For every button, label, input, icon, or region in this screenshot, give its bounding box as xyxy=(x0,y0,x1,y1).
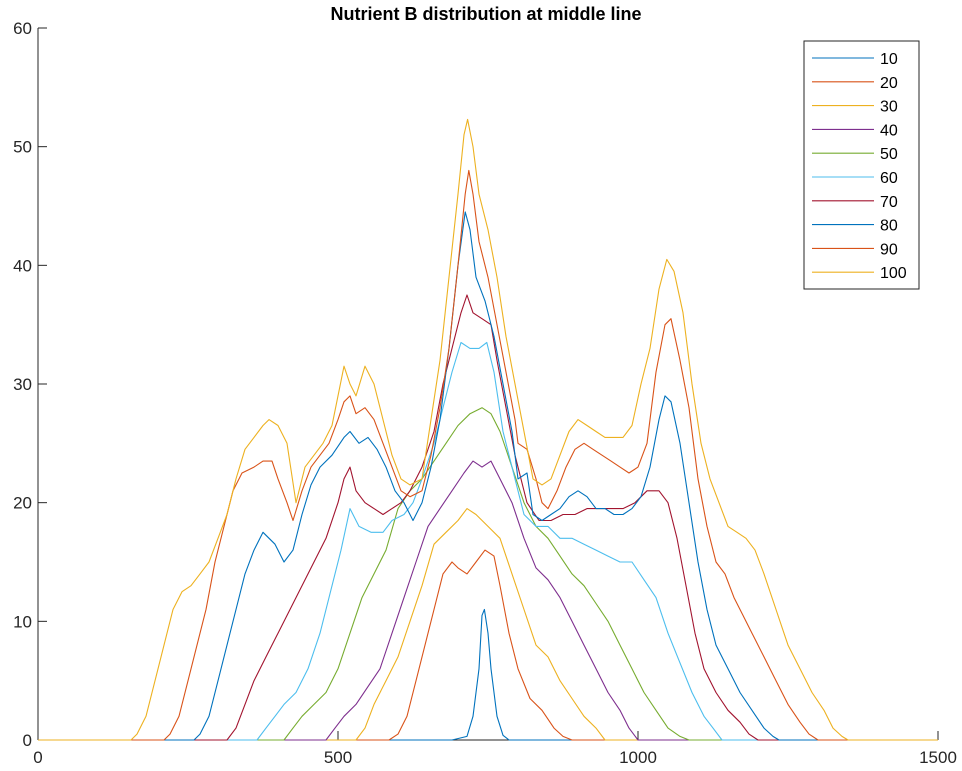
series-line-50 xyxy=(38,407,938,741)
series-line-60 xyxy=(38,341,938,741)
legend: 10 20 30 40 50 60 70 80 90 100 xyxy=(803,40,920,290)
series-line-10 xyxy=(38,608,938,741)
legend-label-40: 40 xyxy=(880,122,898,139)
legend-label-60: 60 xyxy=(880,170,898,187)
series-line-100 xyxy=(38,118,938,741)
y-tick-label: 40 xyxy=(13,256,32,275)
y-tick-label: 20 xyxy=(13,494,32,513)
y-tick-label: 50 xyxy=(13,138,32,157)
series-line-90 xyxy=(38,169,938,741)
x-tick-label: 1000 xyxy=(619,748,657,767)
legend-label-50: 50 xyxy=(880,146,898,163)
legend-label-70: 70 xyxy=(880,194,898,211)
series-line-70 xyxy=(38,294,938,741)
x-tick-label: 0 xyxy=(33,748,42,767)
x-tick-label: 500 xyxy=(324,748,352,767)
series-lines xyxy=(38,118,938,741)
plot-area xyxy=(38,28,938,740)
legend-label-80: 80 xyxy=(880,218,898,235)
x-tick-label: 1500 xyxy=(919,748,957,767)
y-tick-label: 10 xyxy=(13,612,32,631)
legend-label-90: 90 xyxy=(880,241,898,258)
y-tick-label: 60 xyxy=(13,19,32,38)
chart-title: Nutrient B distribution at middle line xyxy=(330,4,641,24)
legend-label-100: 100 xyxy=(880,265,907,282)
legend-label-10: 10 xyxy=(880,51,898,68)
y-tick-label: 0 xyxy=(23,731,32,750)
series-line-20 xyxy=(38,549,938,741)
legend-label-20: 20 xyxy=(880,75,898,92)
legend-box xyxy=(803,40,920,290)
y-tick-label: 30 xyxy=(13,375,32,394)
series-line-40 xyxy=(38,460,938,741)
axes: 0 500 1000 1500 0 10 20 30 40 50 60 xyxy=(13,19,957,767)
series-line-80 xyxy=(38,211,938,741)
legend-label-30: 30 xyxy=(880,99,898,116)
series-line-30 xyxy=(38,508,938,741)
